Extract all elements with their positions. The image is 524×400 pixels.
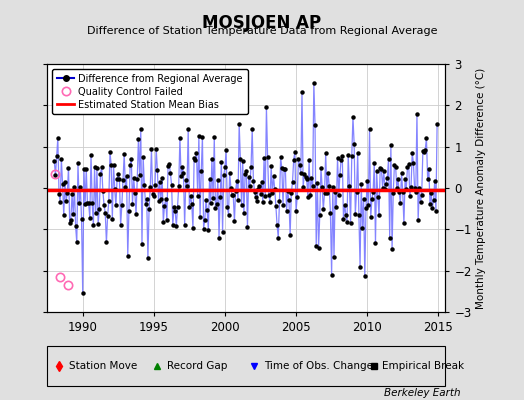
Text: Difference of Station Temperature Data from Regional Average: Difference of Station Temperature Data f… <box>87 26 437 36</box>
Y-axis label: Monthly Temperature Anomaly Difference (°C): Monthly Temperature Anomaly Difference (… <box>476 67 486 309</box>
Text: Station Move: Station Move <box>69 361 137 371</box>
Text: Empirical Break: Empirical Break <box>381 361 464 371</box>
Text: MOSJOEN AP: MOSJOEN AP <box>202 14 322 32</box>
Text: Berkeley Earth: Berkeley Earth <box>385 388 461 398</box>
Legend: Difference from Regional Average, Quality Control Failed, Estimated Station Mean: Difference from Regional Average, Qualit… <box>52 69 248 114</box>
Text: Time of Obs. Change: Time of Obs. Change <box>264 361 373 371</box>
Text: Record Gap: Record Gap <box>167 361 227 371</box>
